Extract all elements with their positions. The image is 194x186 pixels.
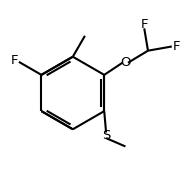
Text: F: F — [10, 54, 18, 67]
Text: O: O — [120, 56, 130, 69]
Text: S: S — [102, 129, 110, 142]
Text: F: F — [173, 40, 180, 53]
Text: F: F — [140, 18, 148, 31]
